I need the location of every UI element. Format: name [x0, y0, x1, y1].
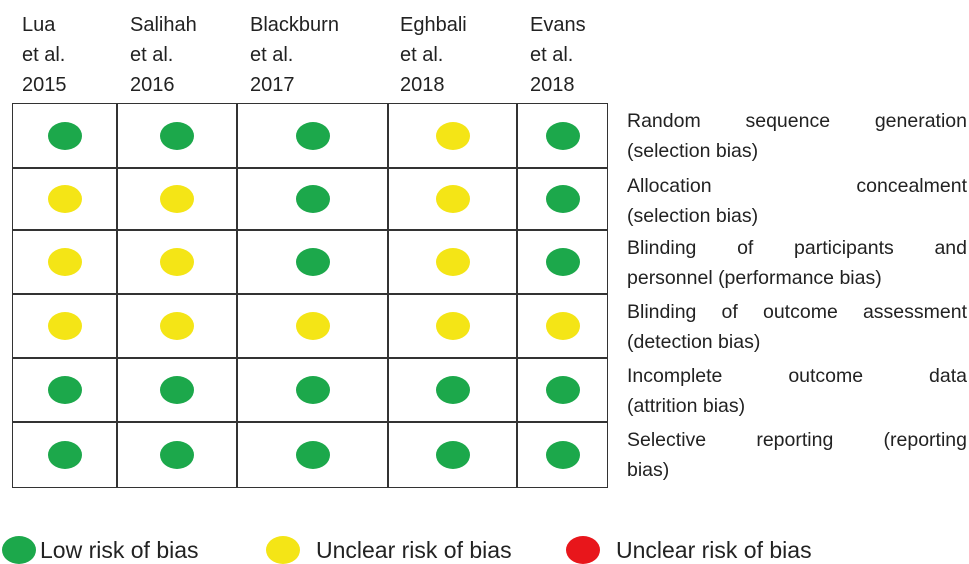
row-line	[12, 293, 608, 295]
risk-dot	[47, 312, 82, 340]
risk-dot	[435, 441, 470, 469]
domain-label: Blinding of participants and personnel (p…	[627, 233, 967, 293]
study-header: 2015	[22, 74, 67, 96]
domain-label-line: Selective reporting (reporting	[627, 429, 967, 451]
domain-label-line: Allocation concealment	[627, 175, 967, 197]
row-line	[12, 167, 608, 169]
study-header: et al.	[250, 44, 294, 66]
domain-label-line: (detection bias)	[627, 331, 761, 353]
legend-dot	[2, 536, 36, 564]
risk-dot	[545, 376, 580, 404]
risk-dot	[47, 185, 82, 213]
table-frame	[12, 103, 608, 488]
study-header: 2017	[250, 74, 295, 96]
domain-label: Selective reporting (reporting bias)	[627, 425, 967, 485]
legend-label: Low risk of bias	[40, 537, 199, 563]
domain-label-line: (attrition bias)	[627, 395, 746, 417]
risk-dot	[295, 185, 330, 213]
risk-dot	[295, 441, 330, 469]
legend-label: Unclear risk of bias	[316, 537, 512, 563]
risk-dot	[160, 441, 194, 469]
risk-dot	[295, 312, 330, 340]
risk-dot	[545, 121, 580, 150]
domain-label: Allocation concealment (selection bias)	[627, 171, 967, 231]
risk-dot	[295, 376, 330, 404]
risk-dot	[295, 248, 330, 276]
risk-dot	[160, 248, 194, 276]
row-line	[12, 229, 608, 231]
study-header: Salihah	[130, 14, 197, 36]
column-line	[116, 103, 118, 488]
risk-dot	[435, 185, 470, 213]
domain-label-line: Blinding of participants and	[627, 237, 967, 259]
domain-label-line: Blinding of outcome assessment	[627, 301, 967, 323]
risk-dot	[295, 121, 330, 150]
study-header: 2018	[530, 74, 575, 96]
risk-dot	[160, 376, 194, 404]
study-header: et al.	[530, 44, 574, 66]
risk-dot	[435, 376, 470, 404]
study-header: Eghbali	[400, 14, 467, 36]
study-header: et al.	[22, 44, 66, 66]
domain-label: Incomplete outcome data (attrition bias)	[627, 361, 967, 421]
domain-label-line: Incomplete outcome data	[627, 365, 967, 387]
risk-dot	[435, 248, 470, 276]
risk-dot	[47, 441, 82, 469]
column-line	[236, 103, 238, 488]
column-line	[387, 103, 389, 488]
row-line	[12, 357, 608, 359]
study-header: Lua	[22, 14, 56, 36]
risk-dot	[435, 121, 470, 150]
study-header: et al.	[130, 44, 174, 66]
domain-label-line: Random sequence generation	[627, 110, 967, 132]
risk-dot	[160, 121, 194, 150]
domain-label-line: (selection bias)	[627, 140, 759, 162]
risk-dot	[545, 312, 580, 340]
domain-label: Random sequence generation (selection bia…	[627, 106, 967, 166]
risk-dot	[545, 248, 580, 276]
domain-label-line: (selection bias)	[627, 205, 759, 227]
risk-dot	[47, 376, 82, 404]
legend-dot	[266, 536, 300, 564]
domain-label-line: personnel (performance bias)	[627, 267, 882, 289]
study-header: 2018	[400, 74, 445, 96]
risk-dot	[47, 121, 82, 150]
row-line	[12, 421, 608, 423]
legend-dot	[566, 536, 600, 564]
study-header: Blackburn	[250, 14, 339, 36]
domain-label-line: bias)	[627, 459, 670, 481]
legend-label: Unclear risk of bias	[616, 537, 812, 563]
study-header: Evans	[530, 14, 586, 36]
column-line	[516, 103, 518, 488]
risk-dot	[545, 441, 580, 469]
domain-label: Blinding of outcome assessment (detection…	[627, 297, 967, 357]
risk-dot	[47, 248, 82, 276]
risk-dot	[160, 185, 194, 213]
study-header: 2016	[130, 74, 175, 96]
study-header: et al.	[400, 44, 444, 66]
risk-dot	[435, 312, 470, 340]
risk-dot	[160, 312, 194, 340]
risk-dot	[545, 185, 580, 213]
